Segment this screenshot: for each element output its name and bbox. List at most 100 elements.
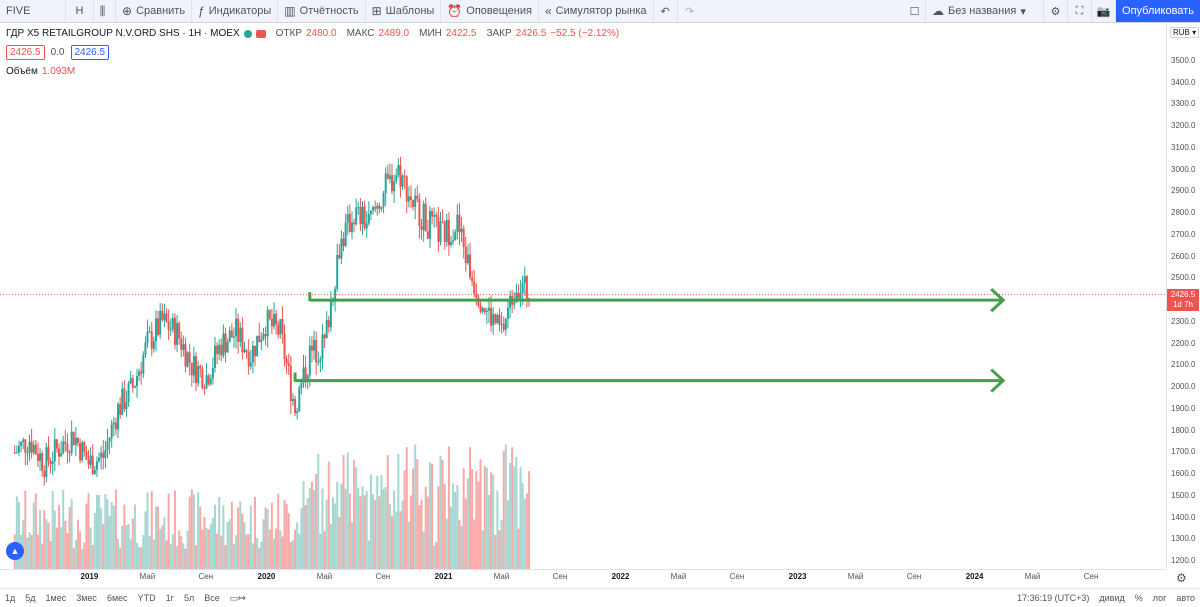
alerts-button[interactable]: ⏰ Оповещения (441, 0, 539, 22)
time-tick: 2023 (788, 572, 807, 581)
publish-button[interactable]: Опубликовать (1116, 0, 1200, 22)
range-button[interactable]: 1д (5, 593, 16, 603)
log-toggle[interactable]: лог (1152, 593, 1167, 603)
buy-price-button[interactable]: 2426.5 (70, 45, 110, 60)
percent-toggle[interactable]: % (1134, 593, 1143, 603)
compare-button[interactable]: ⊕ Сравнить (116, 0, 193, 22)
time-tick: Сен (375, 572, 391, 581)
candle-body (104, 449, 107, 458)
currency-selector[interactable]: RUB ▾ (1170, 27, 1200, 38)
snapshot-button[interactable]: 📷 (1092, 0, 1116, 22)
range-button[interactable]: YTD (137, 593, 156, 603)
redo-button[interactable]: ↷ (678, 0, 702, 22)
volume-bar (213, 504, 216, 569)
low-label: МИН (419, 28, 442, 39)
symbol-search-button[interactable]: FIVE (0, 0, 66, 22)
volume-bar (471, 469, 474, 569)
clock-label[interactable]: 17:36:19 (UTC+3) (1017, 593, 1090, 603)
chart-type-button[interactable]: ⫼ (94, 0, 116, 22)
reports-button[interactable]: ▥ Отчётность (278, 0, 366, 22)
auto-toggle[interactable]: авто (1176, 593, 1195, 603)
undo-button[interactable]: ↶ (654, 0, 678, 22)
axis-settings-icon[interactable]: ⚙ (1176, 571, 1187, 585)
volume-bar (39, 509, 42, 569)
candle-body (148, 331, 151, 333)
price-axis[interactable]: 3500.0 3400.0 3300.0 3200.0 3100.0 3000.0 2900… (1166, 23, 1200, 569)
layout-button[interactable]: ☁ Без названия ▾ (926, 0, 1044, 22)
candle-body (466, 254, 469, 264)
volume-bar (412, 468, 415, 569)
price-tick: 2600.0 (1171, 251, 1196, 261)
range-button[interactable]: 6мес (106, 593, 128, 603)
volume-bar (148, 536, 151, 569)
volume-bar (458, 520, 461, 569)
candle-body (431, 211, 434, 217)
fullscreen-button[interactable]: ☐ (904, 0, 926, 22)
volume-bar (47, 522, 50, 569)
fullscreen-toggle-button[interactable]: ⛶ (1068, 0, 1092, 22)
volume-bar (45, 519, 48, 569)
volume-bar (515, 457, 518, 569)
candle-body (391, 175, 394, 192)
interval-button[interactable]: H (66, 0, 94, 22)
candle-body (483, 308, 486, 313)
volume-bar (348, 493, 351, 569)
volume-bar (176, 545, 179, 569)
dividends-toggle[interactable]: дивид (1099, 593, 1125, 603)
fx-icon: ƒ (198, 4, 205, 18)
candle-body (272, 313, 275, 327)
replay-button[interactable]: «Симулятор рынка (539, 0, 654, 22)
volume-bar (24, 490, 27, 569)
range-button[interactable]: Все (204, 593, 220, 603)
volume-bar (525, 493, 528, 569)
candle-body (190, 362, 193, 376)
volume-bar (422, 531, 425, 569)
volume-bar (203, 517, 206, 569)
time-axis[interactable]: 2019 Май Сен 2020 Май Сен 2021 Май Сен 2022 Май Сен… (0, 569, 1166, 584)
candle-body (395, 175, 398, 182)
volume-bar (285, 503, 288, 569)
range-button[interactable]: 3мес (76, 593, 97, 603)
volume-bar (460, 525, 463, 569)
arrow-head (990, 288, 1006, 313)
candle-body (266, 309, 269, 337)
volume-bar (186, 530, 189, 569)
candle-body (490, 307, 493, 326)
candle-body (523, 276, 526, 284)
candle-body (437, 216, 440, 242)
arrow-head (990, 368, 1006, 393)
templates-button[interactable]: ⊞ Шаблоны (366, 0, 442, 22)
range-button[interactable]: 1г (165, 593, 174, 603)
candle-body (380, 206, 383, 209)
volume-bar (310, 481, 313, 569)
symbol-title[interactable]: ГДР X5 RETAILGROUP N.V.ORD SHS · 1Н · MO… (6, 28, 240, 39)
volume-bar (36, 534, 39, 569)
volume-bar (479, 459, 482, 569)
range-button[interactable]: 1мес (45, 593, 67, 603)
data-flag-icon[interactable] (255, 29, 266, 38)
candle-body (93, 469, 96, 475)
price-tick: 2000.0 (1171, 382, 1196, 392)
volume-bar (129, 539, 132, 569)
candle-body (517, 292, 520, 299)
sell-price-button[interactable]: 2426.5 (6, 45, 45, 60)
volume-bar (517, 528, 520, 569)
price-chart[interactable] (0, 23, 1166, 569)
candle-body (287, 363, 290, 367)
candle-body (422, 203, 425, 230)
range-button[interactable]: 5л (183, 593, 195, 603)
volume-bar (378, 496, 381, 569)
volume-bar (344, 488, 347, 569)
date-range-icon[interactable]: ▭↦ (229, 592, 246, 603)
candle-body (133, 386, 136, 388)
tradingview-logo-icon[interactable]: ▲ (6, 542, 24, 560)
volume-bar (241, 513, 244, 569)
candle-body (296, 411, 299, 414)
candle-body (45, 447, 48, 477)
settings-button[interactable]: ⚙ (1044, 0, 1068, 22)
candle-body (378, 205, 381, 209)
interval-label: H (75, 5, 84, 17)
plus-circle-icon: ⊕ (122, 4, 133, 18)
indicators-button[interactable]: ƒ Индикаторы (192, 0, 279, 22)
range-button[interactable]: 5д (25, 593, 36, 603)
